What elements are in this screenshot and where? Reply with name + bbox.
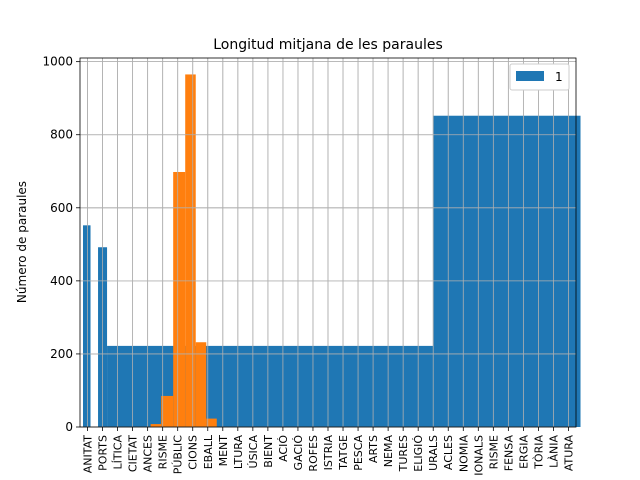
y-tick-label: 1000 (42, 55, 73, 69)
x-tick-label: ANCES (142, 435, 155, 472)
x-tick-label: BIENT (262, 435, 275, 468)
x-tick-label: PESCA (352, 435, 365, 471)
x-tick-label: RISME (487, 435, 500, 469)
x-tick-label: TÒRIA (532, 435, 545, 470)
y-tick-label: 0 (65, 420, 73, 434)
x-tick-label: CIETAT (127, 435, 140, 472)
x-tick-label: EBALL (202, 434, 215, 469)
x-tick-label: MENT (217, 435, 230, 467)
x-tick-label: ARTS (367, 435, 380, 463)
legend-swatch (516, 71, 544, 81)
y-tick-label: 400 (50, 274, 73, 288)
x-tick-label: URALS (427, 435, 440, 471)
chart-title: Longitud mitjana de les paraules (213, 37, 443, 53)
legend: 1 (509, 63, 570, 91)
bar (206, 418, 217, 427)
x-tick-label: ANITAT (82, 435, 95, 474)
bar (195, 342, 207, 427)
x-tick-label: PÚBLIC (172, 435, 185, 475)
x-tick-label: GACIÓ (292, 435, 305, 471)
x-tick-label: ACLES (442, 435, 455, 470)
x-tick-label: LTURA (232, 435, 245, 470)
y-axis-label: Número de paraules (15, 181, 29, 303)
x-tick-label: CIONS (187, 435, 200, 470)
bar (185, 74, 196, 427)
x-tick-label: IONALS (472, 435, 485, 476)
bar (161, 395, 174, 427)
x-tick-label: ERGIA (517, 435, 530, 469)
bar (150, 424, 162, 427)
x-tick-label: NOMIA (457, 435, 470, 473)
bar (173, 171, 186, 427)
x-tick-label: ROFES (307, 435, 320, 472)
x-tick-label: LÍTICA (112, 435, 125, 470)
x-tick-label: ACIÓ (277, 435, 290, 462)
legend-label: 1 (555, 70, 563, 84)
y-tick-label: 800 (50, 128, 73, 142)
bar (433, 115, 581, 427)
x-tick-label: TATGE (337, 435, 350, 471)
x-tick-label: NEMA (382, 435, 395, 468)
x-tick-label: ELIGIÓ (412, 435, 425, 472)
axes: 0 200 400 600 800 1000 ANITAT PORTS LÍTICA CIETAT… (42, 55, 577, 476)
bar (83, 225, 91, 427)
bar (107, 345, 434, 427)
x-tick-label: ISTRIA (322, 435, 335, 471)
y-tick-label: 200 (50, 347, 73, 361)
x-tick-label: TURES (397, 435, 410, 472)
x-tick-label: FENSA (502, 435, 515, 472)
x-tick-label: ATURA (562, 435, 575, 472)
y-tick-label: 600 (50, 201, 73, 215)
x-tick-label: PORTS (97, 435, 110, 471)
x-tick-label: LÀNIA (547, 435, 560, 468)
x-tick-label: RISME (157, 435, 170, 469)
x-tick-label: ÚSICA (247, 435, 260, 469)
bars (80, 58, 581, 428)
